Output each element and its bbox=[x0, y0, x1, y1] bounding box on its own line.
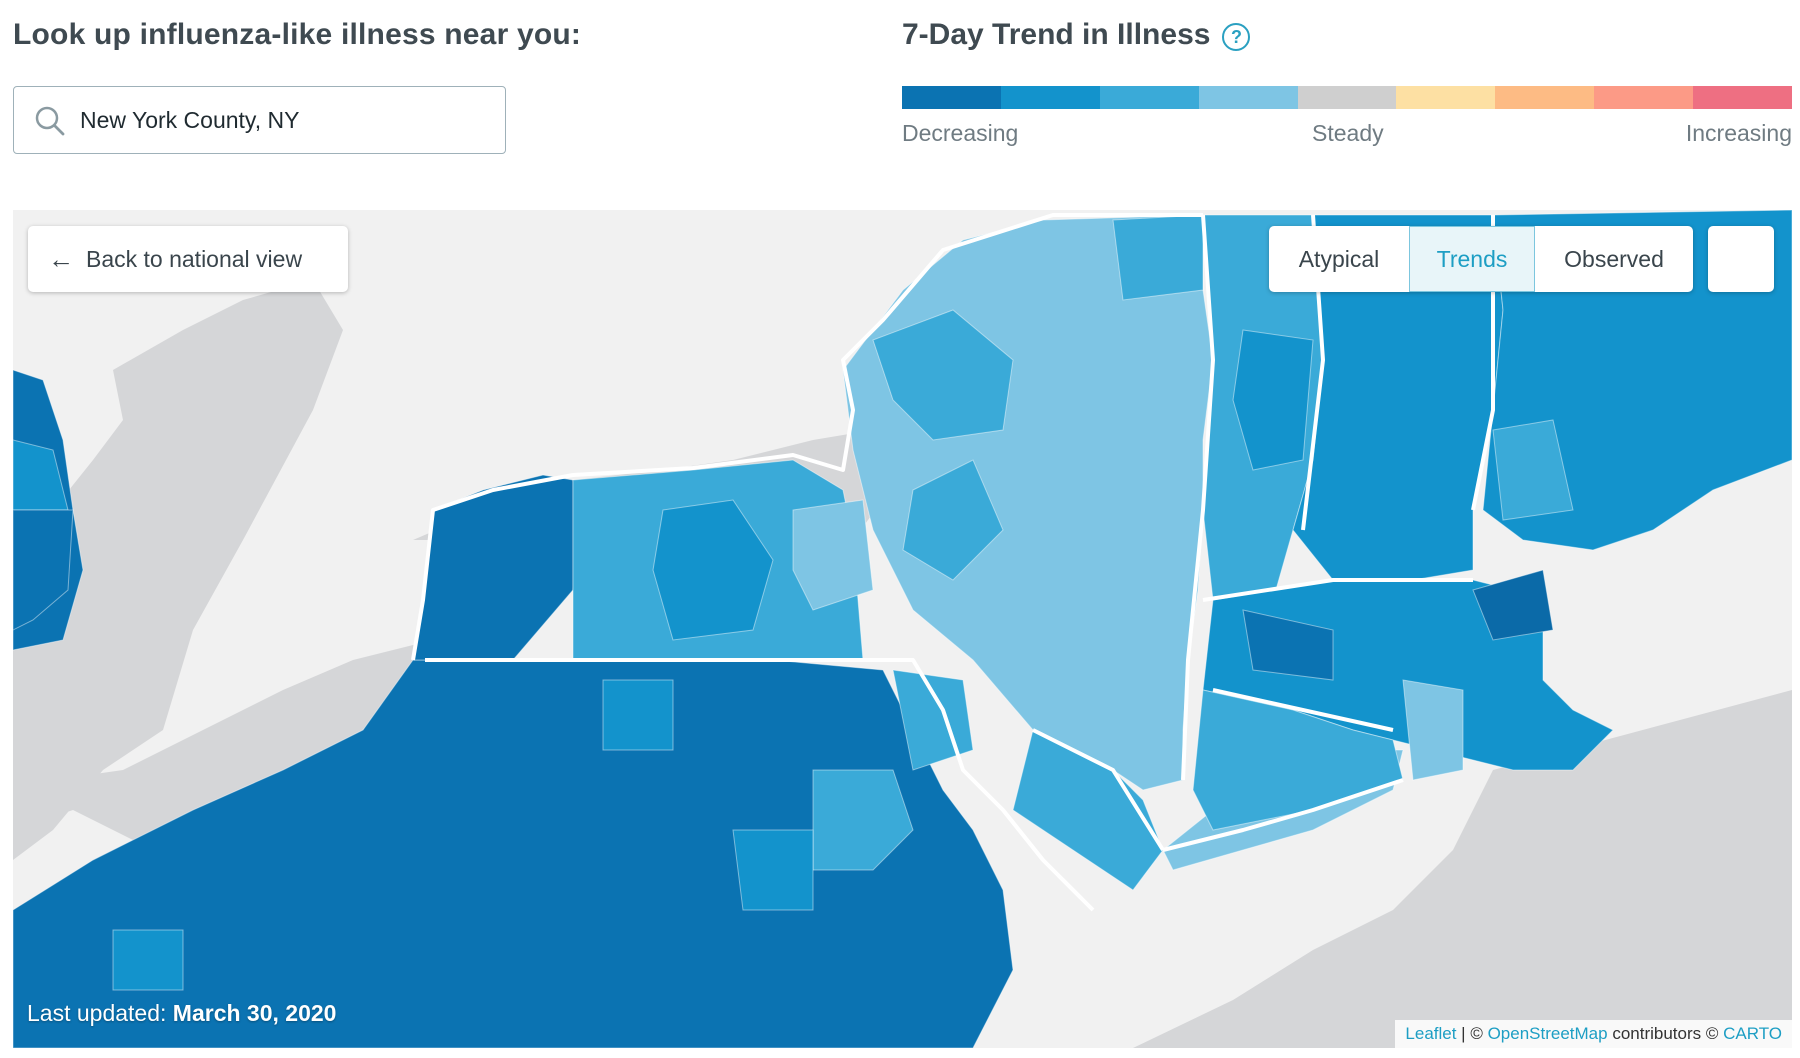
choropleth-map[interactable] bbox=[13, 210, 1792, 1048]
scale-swatch-1 bbox=[902, 86, 1001, 109]
trend-title-wrap: 7-Day Trend in Illness ? bbox=[902, 18, 1251, 52]
map[interactable]: ← Back to national view Atypical Trends … bbox=[13, 210, 1792, 1048]
scale-swatch-2 bbox=[1000, 86, 1100, 109]
county-mi-3 bbox=[13, 509, 74, 631]
back-to-national-button[interactable]: ← Back to national view bbox=[28, 226, 348, 292]
back-button-label: Back to national view bbox=[86, 245, 303, 272]
border-long-island bbox=[1162, 778, 1404, 852]
map-attribution: Leaflet | © OpenStreetMap contributors ©… bbox=[1395, 1020, 1792, 1048]
view-option-trends[interactable]: Trends bbox=[1409, 226, 1535, 292]
scale-label-steady: Steady bbox=[1312, 120, 1384, 146]
scale-swatch-4 bbox=[1198, 86, 1298, 109]
county-me-light bbox=[1492, 419, 1574, 521]
county-ny-central-medium bbox=[652, 499, 774, 641]
scale-swatch-9 bbox=[1693, 86, 1793, 109]
leaflet-link[interactable]: Leaflet bbox=[1405, 1024, 1457, 1043]
search-box[interactable] bbox=[13, 86, 506, 154]
trend-title: 7-Day Trend in Illness bbox=[902, 18, 1211, 51]
county-ny-north-1 bbox=[872, 309, 1014, 441]
view-toggle: Atypical Trends Observed bbox=[1269, 226, 1693, 292]
county-ma-suffolk bbox=[1472, 569, 1554, 641]
county-ny-north-3 bbox=[902, 459, 1004, 581]
lake-michigan-huron bbox=[13, 280, 343, 860]
county-ny-north-2 bbox=[1112, 214, 1204, 301]
view-option-atypical[interactable]: Atypical bbox=[1298, 245, 1380, 272]
scale-swatch-8 bbox=[1594, 86, 1694, 109]
border-ma-ct bbox=[1212, 688, 1394, 732]
carto-link[interactable]: CARTO bbox=[1723, 1024, 1782, 1043]
lookup-title: Look up influenza-like illness near you: bbox=[13, 18, 582, 51]
osm-link[interactable]: OpenStreetMap bbox=[1487, 1024, 1608, 1043]
county-vt-medium bbox=[1232, 329, 1314, 471]
attribution-contrib: contributors © bbox=[1607, 1024, 1724, 1043]
county-pa-medium-2 bbox=[112, 929, 184, 991]
county-ny-central-lighter bbox=[792, 499, 874, 611]
view-option-observed[interactable]: Observed bbox=[1564, 245, 1664, 272]
scale-swatch-7 bbox=[1495, 86, 1595, 109]
border-ny-nj bbox=[1032, 728, 1165, 852]
border-vt-ma bbox=[1202, 578, 1473, 602]
county-ma-berkshire bbox=[1242, 609, 1334, 681]
scale-swatch-6 bbox=[1396, 86, 1496, 109]
scale-swatch-5 bbox=[1297, 86, 1397, 109]
help-icon[interactable]: ? bbox=[1222, 23, 1251, 51]
trend-color-scale bbox=[902, 86, 1793, 109]
scale-label-increasing: Increasing bbox=[1685, 120, 1792, 146]
last-updated-date: March 30, 2020 bbox=[172, 1000, 337, 1026]
locate-button[interactable] bbox=[1708, 226, 1774, 292]
county-pa-medium-3 bbox=[732, 829, 814, 911]
search-icon bbox=[35, 106, 65, 136]
last-updated: Last updated: March 30, 2020 bbox=[27, 1000, 336, 1027]
scale-label-decreasing: Decreasing bbox=[902, 120, 1019, 146]
county-pa-medium-1 bbox=[602, 679, 674, 751]
county-ri bbox=[1402, 679, 1464, 781]
last-updated-label: Last updated: bbox=[27, 1000, 167, 1026]
lake-erie bbox=[13, 640, 453, 850]
border-ny-north-lake bbox=[411, 213, 1203, 661]
scale-swatch-3 bbox=[1099, 86, 1199, 109]
border-ny-pa bbox=[425, 658, 1095, 912]
crosshair-icon bbox=[1708, 226, 1792, 1048]
search-input[interactable] bbox=[80, 97, 490, 143]
region-pennsylvania bbox=[13, 659, 1014, 1048]
border-ny-east bbox=[1181, 214, 1215, 781]
attribution-sep: | © bbox=[1456, 1024, 1488, 1043]
arrow-left-icon: ← bbox=[48, 243, 74, 274]
atlantic-ocean bbox=[1133, 690, 1792, 1048]
